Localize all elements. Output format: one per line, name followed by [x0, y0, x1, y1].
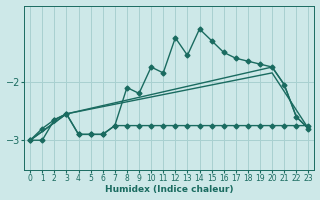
X-axis label: Humidex (Indice chaleur): Humidex (Indice chaleur) [105, 185, 234, 194]
